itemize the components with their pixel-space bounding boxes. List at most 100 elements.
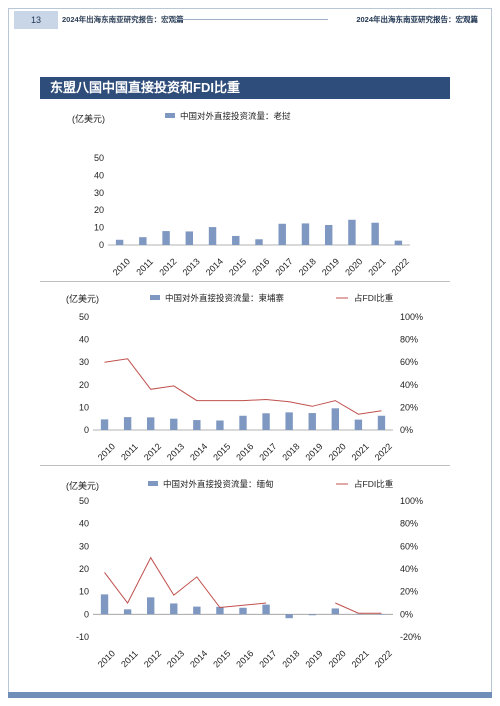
- bar: [208, 227, 217, 245]
- x-tick-label: 2019: [320, 256, 341, 277]
- bar: [216, 420, 224, 430]
- bar: [216, 606, 224, 615]
- bar: [285, 614, 293, 619]
- y2-tick-label: 20%: [400, 587, 418, 597]
- x-tick-label: 2014: [188, 441, 209, 462]
- bar: [193, 606, 201, 615]
- x-tick-label: 2020: [343, 256, 364, 277]
- x-tick-label: 2022: [390, 256, 411, 277]
- bar: [354, 419, 363, 430]
- bar: [324, 224, 333, 245]
- x-tick-label: 2011: [134, 256, 155, 277]
- legend-bar-label: 中国对外直接投资流量：缅甸: [163, 479, 274, 489]
- chart-separator: [40, 281, 450, 282]
- bar: [354, 613, 363, 615]
- x-tick-label: 2013: [165, 441, 186, 462]
- y-axis-unit-label: (亿美元): [72, 113, 105, 124]
- bar: [170, 418, 178, 430]
- x-tick-label: 2010: [111, 256, 132, 277]
- x-tick-label: 2017: [257, 441, 278, 462]
- bar: [123, 417, 132, 430]
- y-tick-label: 30: [94, 188, 104, 198]
- y-tick-label: 0: [99, 240, 104, 250]
- bar: [239, 607, 247, 615]
- bar: [100, 594, 109, 615]
- y2-tick-label: 100%: [400, 312, 423, 322]
- header-divider: [172, 19, 328, 20]
- bar: [255, 239, 263, 245]
- bar: [185, 231, 194, 245]
- legend-line-label: 占FDI比重: [354, 479, 394, 489]
- bar: [262, 413, 270, 430]
- legend-bar-swatch: [148, 481, 158, 486]
- page-number: 13: [14, 11, 58, 29]
- bar: [100, 419, 109, 430]
- x-tick-label: 2022: [373, 648, 394, 669]
- x-tick-label: 2018: [297, 256, 318, 277]
- x-tick-label: 2020: [327, 441, 348, 462]
- bar: [278, 223, 286, 245]
- y2-tick-label: 40%: [400, 380, 418, 390]
- legend-bar-swatch: [150, 295, 160, 300]
- bar: [308, 614, 316, 616]
- x-tick-label: 2011: [119, 441, 140, 462]
- x-tick-label: 2012: [157, 256, 178, 277]
- page-frame: [8, 8, 492, 698]
- x-tick-label: 2019: [303, 441, 324, 462]
- bar: [331, 608, 339, 615]
- bar: [348, 219, 356, 245]
- bar: [285, 412, 293, 430]
- y2-tick-label: 0%: [400, 609, 413, 619]
- bar: [193, 420, 201, 430]
- bar: [262, 604, 270, 615]
- x-tick-label: 2015: [211, 648, 232, 669]
- bar: [377, 415, 386, 430]
- x-tick-label: 2018: [280, 441, 301, 462]
- footer-bar: [8, 692, 492, 698]
- x-tick-label: 2015: [227, 256, 248, 277]
- legend-bar-label: 中国对外直接投资流量：柬埔寨: [165, 293, 285, 303]
- bar: [394, 240, 403, 245]
- y-tick-label: 50: [79, 312, 89, 322]
- x-tick-label: 2016: [250, 256, 271, 277]
- bar: [139, 237, 147, 245]
- y2-tick-label: 40%: [400, 564, 418, 574]
- y-tick-label: -10: [76, 632, 89, 642]
- x-tick-label: 2014: [188, 648, 209, 669]
- x-tick-label: 2018: [280, 648, 301, 669]
- y-tick-label: 20: [79, 564, 89, 574]
- x-tick-label: 2016: [234, 648, 255, 669]
- section-title: 东盟八国中国直接投资和FDI比重: [40, 77, 450, 99]
- header-left-title: 2024年出海东南亚研究报告：宏观篇: [62, 15, 184, 24]
- y-tick-label: 30: [79, 357, 89, 367]
- x-tick-label: 2012: [142, 441, 163, 462]
- chart-separator: [40, 465, 450, 466]
- y2-tick-label: 20%: [400, 402, 418, 412]
- x-tick-label: 2017: [273, 256, 294, 277]
- fdi-share-line: [104, 358, 382, 415]
- y-axis-unit-label: (亿美元): [66, 480, 99, 491]
- x-tick-label: 2021: [350, 441, 371, 462]
- y-tick-label: 10: [94, 223, 104, 233]
- y-tick-label: 40: [94, 170, 104, 180]
- x-tick-label: 2016: [234, 441, 255, 462]
- bar: [170, 603, 178, 615]
- y-tick-label: 20: [79, 380, 89, 390]
- bar: [147, 417, 155, 430]
- y-tick-label: 50: [94, 153, 104, 163]
- bar: [147, 597, 155, 615]
- y-tick-label: 20: [94, 205, 104, 215]
- y2-tick-label: -20%: [400, 632, 421, 642]
- y2-tick-label: 60%: [400, 541, 418, 551]
- x-tick-label: 2021: [350, 648, 371, 669]
- bar: [331, 408, 339, 430]
- y2-tick-label: 80%: [400, 335, 418, 345]
- x-tick-label: 2014: [204, 256, 225, 277]
- x-tick-label: 2011: [119, 648, 140, 669]
- y-tick-label: 10: [79, 402, 89, 412]
- y-tick-label: 0: [84, 609, 89, 619]
- x-tick-label: 2013: [165, 648, 186, 669]
- bar: [162, 231, 170, 245]
- header-right-title: 2024年出海东南亚研究报告：宏观篇: [356, 15, 478, 24]
